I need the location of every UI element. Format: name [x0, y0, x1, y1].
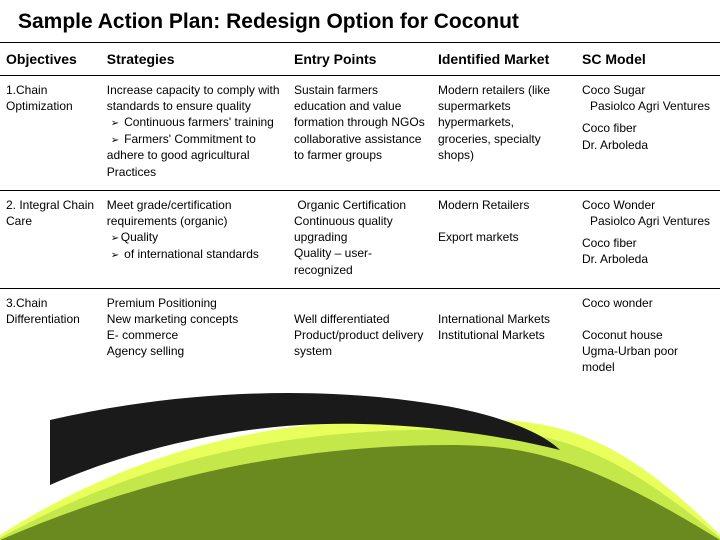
- strategy-line: Premium Positioning: [107, 296, 217, 310]
- strategy-intro: Increase capacity to comply with standar…: [107, 83, 280, 113]
- sc-item: Coconut house: [582, 328, 663, 342]
- bullet-icon: ➢: [111, 232, 121, 246]
- sc-item: Coco wonder: [582, 296, 653, 310]
- strategy-line: New marketing concepts: [107, 312, 238, 326]
- cell-strategy-2: Meet grade/certification requirements (o…: [101, 190, 288, 288]
- strategy-bullet: Continuous farmers' training: [124, 115, 274, 129]
- header-sc: SC Model: [576, 43, 720, 76]
- table-row: 2. Integral Chain Care Meet grade/certif…: [0, 190, 720, 288]
- cell-objective-2: 2. Integral Chain Care: [0, 190, 101, 288]
- table-row: 3.Chain Differentiation Premium Position…: [0, 288, 720, 385]
- cell-sc-3: Coco wonder Coconut house Ugma-Urban poo…: [576, 288, 720, 385]
- cell-sc-2: Coco Wonder Pasiolco Agri Ventures Coco …: [576, 190, 720, 288]
- market-line: Modern Retailers: [438, 198, 529, 212]
- bullet-icon: ➢: [111, 249, 121, 263]
- cell-market-1: Modern retailers (like supermarkets hype…: [432, 76, 576, 191]
- header-objectives: Objectives: [0, 43, 101, 76]
- sc-subitem: Pasiolco Agri Ventures: [582, 213, 714, 229]
- strategy-bullet: of international standards: [124, 247, 259, 261]
- cell-strategy-1: Increase capacity to comply with standar…: [101, 76, 288, 191]
- bullet-icon: ➢: [111, 117, 121, 131]
- bullet-icon: ➢: [111, 134, 121, 148]
- cell-strategy-3: Premium Positioning New marketing concep…: [101, 288, 288, 385]
- sc-item: Ugma-Urban poor model: [582, 344, 678, 374]
- header-strategies: Strategies: [101, 43, 288, 76]
- table-header-row: Objectives Strategies Entry Points Ident…: [0, 43, 720, 76]
- header-entry: Entry Points: [288, 43, 432, 76]
- market-line: Export markets: [438, 230, 519, 244]
- strategy-line: E- commerce: [107, 328, 178, 342]
- cell-market-2: Modern Retailers Export markets: [432, 190, 576, 288]
- sc-subitem: Dr. Arboleda: [582, 138, 648, 152]
- sc-subitem: Pasiolco Agri Ventures: [582, 98, 714, 114]
- table-row: 1.Chain Optimization Increase capacity t…: [0, 76, 720, 191]
- strategy-bullet: Quality: [121, 230, 158, 244]
- sc-subitem: Dr. Arboleda: [582, 252, 648, 266]
- market-line: International Markets: [438, 312, 550, 326]
- market-line: Institutional Markets: [438, 328, 545, 342]
- page-title: Sample Action Plan: Redesign Option for …: [0, 0, 720, 42]
- entry-line: Quality – user-recognized: [294, 246, 372, 276]
- cell-entry-1: Sustain farmers education and value form…: [288, 76, 432, 191]
- cell-sc-1: Coco Sugar Pasiolco Agri Ventures Coco f…: [576, 76, 720, 191]
- entry-line: Continuous quality upgrading: [294, 214, 393, 244]
- action-plan-table: Objectives Strategies Entry Points Ident…: [0, 42, 720, 386]
- cell-objective-1: 1.Chain Optimization: [0, 76, 101, 191]
- header-market: Identified Market: [432, 43, 576, 76]
- cell-objective-3: 3.Chain Differentiation: [0, 288, 101, 385]
- cell-market-3: International Markets Institutional Mark…: [432, 288, 576, 385]
- sc-item: Coco Sugar: [582, 83, 645, 97]
- strategy-bullet: Farmers' Commitment to adhere to good ag…: [107, 132, 256, 179]
- sc-item: Coco Wonder: [582, 198, 655, 212]
- cell-entry-2: Organic Certification Continuous quality…: [288, 190, 432, 288]
- sc-item: Coco fiber: [582, 236, 637, 250]
- decorative-swoosh: [0, 380, 720, 540]
- cell-entry-3: Well differentiated Product/product deli…: [288, 288, 432, 385]
- strategy-line: Agency selling: [107, 344, 184, 358]
- entry-line: Organic Certification: [297, 198, 406, 212]
- sc-item: Coco fiber: [582, 121, 637, 135]
- strategy-intro: Meet grade/certification requirements (o…: [107, 198, 232, 228]
